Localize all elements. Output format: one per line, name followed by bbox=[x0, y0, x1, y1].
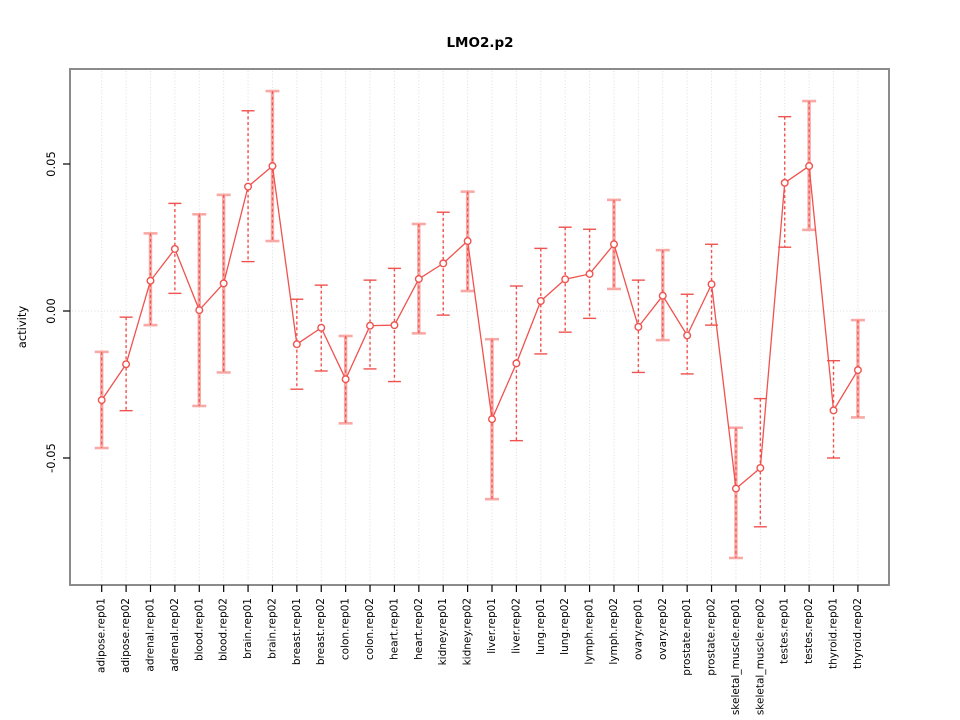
x-tick-label-heart.rep02: heart.rep02 bbox=[413, 598, 425, 660]
x-tick-label-testes.rep01: testes.rep01 bbox=[779, 598, 791, 664]
point-heart.rep02 bbox=[414, 274, 423, 283]
error-bar-lymph.rep01 bbox=[583, 228, 597, 320]
data-points bbox=[97, 162, 862, 493]
x-tick-label-adipose.rep02: adipose.rep02 bbox=[120, 598, 132, 673]
point-ovary.rep02 bbox=[658, 291, 667, 300]
y-axis-label: activity bbox=[15, 306, 29, 349]
point-testes.rep02 bbox=[805, 162, 814, 171]
x-axis: adipose.rep01 adipose.rep02 adrenal.rep01 a… bbox=[96, 585, 864, 715]
x-tick-label-heart.rep01: heart.rep01 bbox=[388, 598, 400, 660]
x-tick-label-adrenal.rep01: adrenal.rep01 bbox=[144, 598, 156, 672]
error-bar-skeletal_muscle.rep01 bbox=[728, 426, 743, 560]
x-tick-label-blood.rep02: blood.rep02 bbox=[218, 598, 230, 661]
point-breast.rep01 bbox=[292, 340, 301, 349]
x-tick-label-thyroid.rep02: thyroid.rep02 bbox=[852, 598, 864, 669]
x-tick-label-breast.rep02: breast.rep02 bbox=[315, 598, 327, 665]
point-lung.rep02 bbox=[561, 275, 570, 284]
point-prostate.rep01 bbox=[683, 331, 692, 340]
x-tick-label-colon.rep01: colon.rep01 bbox=[340, 598, 352, 660]
point-prostate.rep02 bbox=[707, 280, 716, 289]
x-tick-label-brain.rep01: brain.rep01 bbox=[242, 598, 254, 659]
x-tick-label-kidney.rep02: kidney.rep02 bbox=[462, 598, 474, 665]
point-ovary.rep01 bbox=[634, 322, 643, 331]
point-thyroid.rep01 bbox=[829, 406, 838, 415]
point-lymph.rep02 bbox=[609, 240, 618, 249]
point-kidney.rep02 bbox=[463, 237, 472, 246]
series-line bbox=[101, 165, 859, 490]
error-bar-liver.rep02 bbox=[509, 285, 523, 442]
x-tick-label-testes.rep02: testes.rep02 bbox=[803, 598, 815, 664]
y-tick-label: 0.05 bbox=[44, 151, 58, 177]
x-tick-label-prostate.rep01: prostate.rep01 bbox=[681, 598, 693, 676]
point-brain.rep01 bbox=[244, 182, 253, 191]
point-breast.rep02 bbox=[317, 323, 326, 332]
x-tick-label-kidney.rep01: kidney.rep01 bbox=[437, 598, 449, 665]
x-tick-label-lung.rep02: lung.rep02 bbox=[559, 598, 571, 655]
point-kidney.rep01 bbox=[439, 259, 448, 268]
point-skeletal_muscle.rep02 bbox=[756, 463, 765, 472]
point-skeletal_muscle.rep01 bbox=[731, 484, 740, 493]
point-blood.rep01 bbox=[195, 306, 204, 315]
x-tick-label-ovary.rep01: ovary.rep01 bbox=[632, 598, 644, 660]
y-tick-label: -0.05 bbox=[44, 443, 58, 473]
error-bar-breast.rep02 bbox=[314, 284, 328, 372]
error-bar-colon.rep02 bbox=[363, 279, 377, 370]
point-adrenal.rep02 bbox=[170, 244, 179, 253]
x-tick-label-adipose.rep01: adipose.rep01 bbox=[96, 598, 108, 673]
point-liver.rep01 bbox=[488, 415, 497, 424]
x-tick-label-skeletal_muscle.rep02: skeletal_muscle.rep02 bbox=[754, 598, 766, 715]
x-tick-label-breast.rep01: breast.rep01 bbox=[291, 598, 303, 665]
x-tick-label-lung.rep01: lung.rep01 bbox=[535, 598, 547, 655]
point-adrenal.rep01 bbox=[146, 276, 155, 285]
x-tick-label-liver.rep01: liver.rep01 bbox=[486, 598, 498, 654]
x-tick-label-lymph.rep02: lymph.rep02 bbox=[608, 598, 620, 665]
point-adipose.rep02 bbox=[122, 360, 131, 369]
y-axis: 0.05 0.00 -0.05 bbox=[44, 151, 70, 473]
point-thyroid.rep02 bbox=[853, 366, 862, 375]
point-liver.rep02 bbox=[512, 359, 521, 368]
x-tick-label-blood.rep01: blood.rep01 bbox=[193, 598, 205, 661]
point-brain.rep02 bbox=[268, 162, 277, 171]
x-tick-label-prostate.rep02: prostate.rep02 bbox=[706, 598, 718, 676]
x-tick-label-ovary.rep02: ovary.rep02 bbox=[657, 598, 669, 660]
point-testes.rep01 bbox=[780, 178, 789, 187]
point-colon.rep01 bbox=[341, 375, 350, 384]
point-heart.rep01 bbox=[390, 321, 399, 330]
error-bar-testes.rep01 bbox=[778, 115, 792, 248]
point-lung.rep01 bbox=[536, 297, 545, 306]
x-tick-label-skeletal_muscle.rep01: skeletal_muscle.rep01 bbox=[730, 598, 742, 715]
error-bars bbox=[94, 89, 865, 560]
x-tick-label-brain.rep02: brain.rep02 bbox=[266, 598, 278, 659]
plot-box bbox=[69, 68, 890, 586]
chart-title: LMO2.p2 bbox=[446, 35, 513, 51]
point-blood.rep02 bbox=[219, 279, 228, 288]
x-tick-label-liver.rep02: liver.rep02 bbox=[510, 598, 522, 654]
x-tick-label-colon.rep02: colon.rep02 bbox=[364, 598, 376, 660]
x-tick-label-lymph.rep01: lymph.rep01 bbox=[584, 598, 596, 665]
point-lymph.rep01 bbox=[585, 269, 594, 278]
y-tick-label: 0.00 bbox=[44, 298, 58, 324]
point-adipose.rep01 bbox=[97, 396, 106, 405]
x-tick-label-thyroid.rep01: thyroid.rep01 bbox=[828, 598, 840, 669]
x-tick-label-adrenal.rep02: adrenal.rep02 bbox=[169, 598, 181, 672]
point-colon.rep02 bbox=[366, 321, 375, 330]
